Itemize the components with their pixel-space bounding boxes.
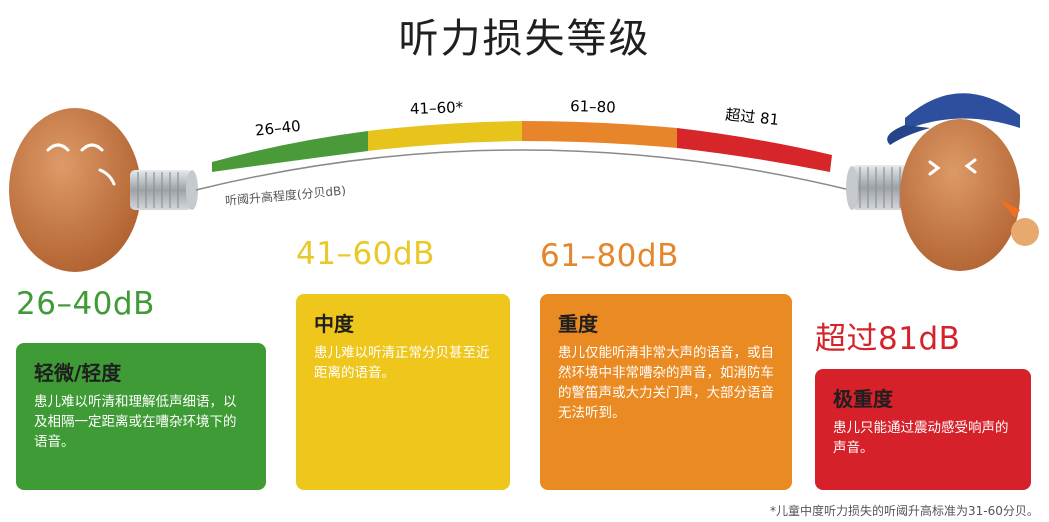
level-card-profound: 极重度 患儿只能通过震动感受响声的声音。 <box>815 369 1031 490</box>
level-heading: 轻微/轻度 <box>34 361 122 385</box>
level-card-moderate: 中度 患儿难以听清正常分贝甚至近距离的语音。 <box>296 294 510 490</box>
level-card-mild: 轻微/轻度 患儿难以听清和理解低声细语，以及相隔一定距离或在嘈杂环境下的语音。 <box>16 343 266 490</box>
level-description: 患儿难以听清正常分贝甚至近距离的语音。 <box>314 345 490 381</box>
level-range: 61–80dB <box>540 238 679 274</box>
level-card-severe: 重度 患儿仅能听清非常大声的语音，或自然环境中非常嘈杂的声音，如消防车的警笛声或… <box>540 294 792 490</box>
level-heading: 极重度 <box>833 387 893 411</box>
level-range: 26–40dB <box>16 286 155 322</box>
level-heading: 中度 <box>314 312 354 336</box>
segment-label: 26–40 <box>254 117 301 140</box>
axis-label: 听阈升高程度(分贝dB) <box>224 183 346 209</box>
level-description: 患儿难以听清和理解低声细语，以及相隔一定距离或在嘈杂环境下的语音。 <box>34 394 237 450</box>
segment-label: 41–60* <box>410 98 464 118</box>
page-title: 听力损失等级 <box>398 16 651 62</box>
level-range: 超过81dB <box>815 321 961 357</box>
string-line <box>195 149 851 191</box>
scale-segment <box>677 128 832 172</box>
segment-label: 61–80 <box>570 97 616 117</box>
right-can-icon <box>846 165 907 210</box>
level-heading: 重度 <box>558 312 598 336</box>
level-range: 41–60dB <box>296 236 435 272</box>
scale-bar <box>212 121 832 172</box>
right-egg-icon <box>887 93 1039 271</box>
left-egg-icon <box>9 108 141 272</box>
left-can-icon <box>130 170 198 210</box>
level-description: 患儿只能通过震动感受响声的声音。 <box>833 420 1009 456</box>
level-description: 患儿仅能听清非常大声的语音，或自然环境中非常嘈杂的声音，如消防车的警笛声或大力关… <box>558 345 774 421</box>
scale-segment <box>522 121 677 148</box>
scale-segment <box>212 131 368 172</box>
segment-label: 超过 81 <box>725 105 780 129</box>
scale-illustration: 26–40 41–60* 61–80 超过 81 听阈升高程度(分贝dB) <box>9 93 1039 272</box>
footnote: *儿童中度听力损失的听阈升高标准为31-60分贝。 <box>770 504 1039 518</box>
scale-segment <box>368 121 522 151</box>
